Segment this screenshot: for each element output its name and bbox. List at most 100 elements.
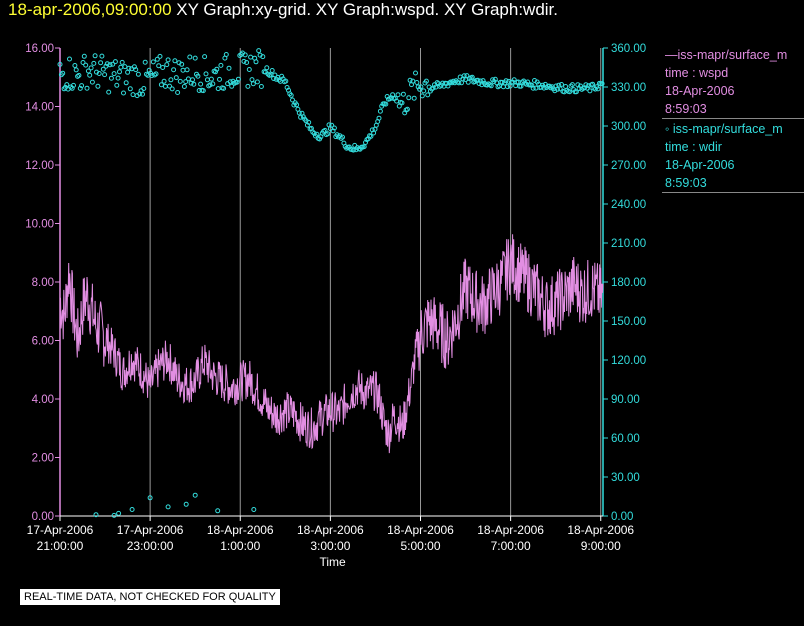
wdir-point — [181, 84, 187, 89]
wdir-point — [413, 70, 418, 76]
x-tick-date: 17-Apr-2006 — [27, 523, 94, 537]
wdir-point — [214, 66, 220, 72]
wdir-point — [503, 78, 509, 84]
x-tick-date: 18-Apr-2006 — [567, 523, 634, 537]
wdir-point — [254, 79, 260, 85]
right-tick-label: 120.00 — [611, 355, 646, 367]
wdir-point — [123, 80, 129, 86]
wspd-series — [59, 234, 604, 454]
x-tick-time: 1:00:00 — [220, 539, 260, 553]
wdir-point — [67, 56, 72, 62]
wdir-point — [172, 58, 178, 64]
wdir-point — [60, 70, 66, 76]
wdir-point — [106, 89, 112, 95]
wdir-point — [253, 59, 259, 65]
legend-wspd-name: —iss-mapr/surface_m — [665, 48, 788, 62]
wdir-point — [99, 53, 105, 59]
wdir-point — [164, 62, 170, 68]
wdir-point — [81, 53, 87, 59]
wdir-point — [165, 57, 171, 63]
wdir-point — [325, 131, 331, 137]
wdir-point — [96, 71, 102, 76]
wdir-point — [110, 61, 116, 67]
wdir-point — [269, 68, 275, 73]
wdir-point — [150, 59, 156, 65]
wdir-point — [161, 78, 167, 84]
wdir-point — [126, 65, 132, 71]
wdir-point — [217, 76, 222, 82]
wdir-point — [229, 83, 235, 89]
wdir-point — [242, 52, 248, 58]
left-tick-label: 12.00 — [25, 160, 54, 172]
x-tick-time: 5:00:00 — [400, 539, 440, 553]
wdir-point — [184, 67, 190, 73]
wdir-point — [102, 72, 108, 78]
wdir-point — [79, 83, 85, 89]
right-tick-label: 0.00 — [611, 511, 633, 523]
wdir-point — [127, 86, 133, 92]
timestamp: 18-apr-2006,09:00:00 — [8, 0, 172, 19]
wdir-point — [419, 93, 425, 99]
wdir-point — [108, 75, 114, 81]
legend-wdir-var: time : wdir — [665, 140, 722, 154]
axes — [55, 47, 608, 521]
wdir-point — [154, 56, 160, 62]
wdir-point — [117, 69, 122, 75]
left-tick-label: 14.00 — [25, 102, 54, 114]
wdir-point — [77, 85, 83, 91]
wdir-outlier-point — [147, 495, 153, 501]
wdir-point — [246, 67, 252, 72]
wdir-point — [376, 115, 382, 121]
right-tick-label: 30.00 — [611, 472, 640, 484]
wdir-point — [167, 83, 172, 89]
wdir-point — [227, 79, 233, 85]
wdir-point — [210, 81, 216, 87]
wdir-outlier-point — [93, 512, 99, 518]
wdir-point — [85, 68, 91, 74]
wdir-point — [153, 71, 159, 77]
wdir-point — [200, 88, 206, 94]
wdir-point — [130, 92, 136, 98]
wdir-point — [264, 65, 270, 71]
wdir-point — [557, 86, 563, 92]
x-tick-date: 18-Apr-2006 — [297, 523, 364, 537]
wspd-line — [59, 234, 604, 454]
right-tick-label: 240.00 — [611, 199, 646, 211]
wdir-point — [179, 61, 185, 67]
wdir-point — [119, 59, 125, 65]
wdir-point — [121, 90, 126, 96]
wdir-point — [444, 81, 450, 86]
wdir-point — [133, 67, 139, 73]
wdir-point — [595, 86, 601, 92]
wdir-outlier-point — [111, 512, 117, 518]
right-tick-label: 210.00 — [611, 238, 646, 250]
wdir-outlier-point — [116, 510, 122, 516]
wdir-point — [83, 62, 89, 68]
wdir-point — [135, 71, 141, 77]
wdir-point — [76, 72, 82, 78]
tick-labels: 17-Apr-2006 21:00:00 17-Apr-2006 23:00:00 18… — [25, 43, 646, 569]
wdir-point — [95, 83, 101, 89]
wdir-point — [411, 95, 417, 101]
legend-wspd-time: 8:59:03 — [665, 102, 707, 116]
wdir-point — [104, 61, 110, 67]
wdir-point — [423, 78, 429, 84]
wdir-point — [57, 61, 63, 67]
wdir-point — [162, 83, 168, 89]
left-tick-label: 0.00 — [32, 511, 54, 523]
wdir-point — [192, 55, 198, 61]
graph-titles: XY Graph:xy-grid. XY Graph:wspd. XY Grap… — [171, 0, 558, 19]
wdir-point — [84, 85, 90, 91]
x-tick-time: 21:00:00 — [37, 539, 84, 553]
wdir-point — [190, 77, 195, 83]
left-tick-label: 2.00 — [32, 453, 54, 465]
wdir-point — [350, 147, 356, 153]
wdir-point — [80, 60, 86, 65]
wdir-point — [64, 82, 70, 88]
wdir-point — [185, 76, 191, 82]
wdir-point — [183, 79, 189, 85]
legend-wspd-var: time : wspd — [665, 66, 729, 80]
x-tick-time: 9:00:00 — [581, 539, 621, 553]
right-tick-label: 90.00 — [611, 394, 640, 406]
